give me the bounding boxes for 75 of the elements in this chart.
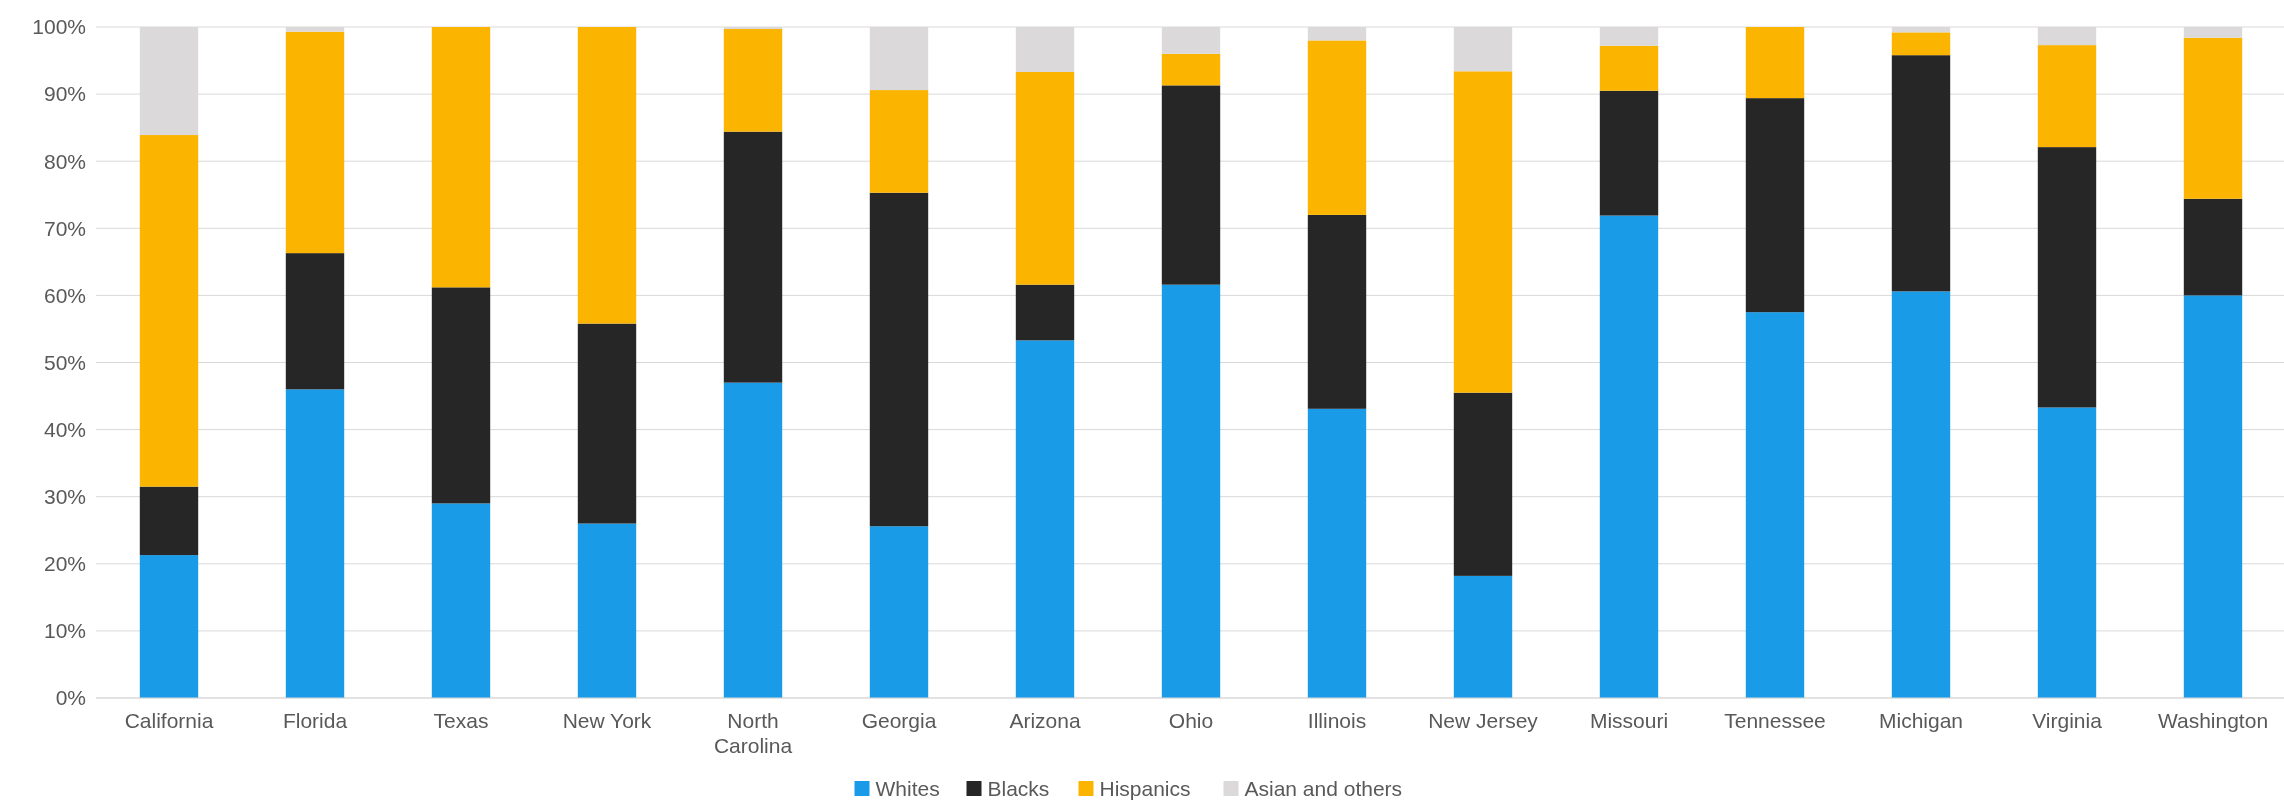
bar [577,323,637,524]
bar [139,555,199,698]
bar [1453,392,1513,576]
x-tick-label: Washington [2157,709,2269,732]
bar [1891,32,1951,56]
bar [2037,407,2097,698]
bar [1891,291,1951,698]
x-tick-label: Virginia [2032,709,2103,732]
bar [1891,55,1951,292]
bar [1453,575,1513,698]
x-tick-label: New Jersey [1428,709,1539,732]
bar [869,526,929,698]
x-tick-label: Florida [282,709,348,732]
bar [869,192,929,527]
bar [1745,312,1805,698]
y-tick-label: 0% [55,686,86,710]
bar [577,27,637,324]
bar [285,389,345,698]
bar [1307,40,1367,215]
y-tick-label: 30% [43,485,86,509]
bar [723,131,783,383]
bar [2037,45,2097,148]
bar [139,486,199,556]
x-tick-label: California [124,709,214,732]
bar [1307,408,1367,698]
bar [1745,98,1805,313]
x-tick-label: Ohio [1168,709,1214,732]
bar [1599,45,1659,91]
bar [1161,85,1221,285]
x-tick-label: Texas [433,709,489,732]
x-tick-label: Tennessee [1724,709,1826,732]
x-tick-label: Georgia [861,709,937,732]
bar [2183,198,2243,296]
bar [2037,147,2097,408]
legend-label: Whites [875,777,940,800]
y-tick-label: 90% [43,82,86,106]
x-tick-label: New York [562,709,652,732]
y-tick-label: 60% [43,283,86,307]
legend-label: Asian and others [1244,777,1403,800]
legend-label: Blacks [987,777,1050,800]
bar [1015,340,1075,698]
bar [1307,214,1367,409]
x-tick-label: Michigan [1878,709,1964,732]
bar [723,382,783,698]
y-tick-label: 50% [43,350,86,374]
y-tick-label: 10% [43,619,86,643]
x-tick-label: North Carolina [713,709,793,757]
bar [285,253,345,390]
y-tick-label: 80% [43,149,86,173]
x-tick-label: Arizona [1009,709,1081,732]
bar [1745,27,1805,99]
bar [431,287,491,504]
bar [431,503,491,698]
bar [285,31,345,254]
y-tick-label: 100% [32,15,86,39]
bar [1015,71,1075,285]
x-tick-label: Missouri [1589,709,1669,732]
x-tick-label: Illinois [1307,709,1367,732]
y-tick-label: 70% [43,216,86,240]
bar [2183,37,2243,199]
bar [1453,71,1513,393]
bar [2183,295,2243,698]
legend-label: Hispanics [1099,777,1191,800]
y-tick-label: 40% [43,417,86,441]
bar [1161,53,1221,86]
bar [1599,90,1659,216]
bar [139,135,199,487]
bar [1015,284,1075,341]
bar [577,523,637,698]
bar [869,90,929,193]
y-tick-label: 20% [43,552,86,576]
bar [723,29,783,132]
bar [1161,284,1221,698]
bar [1599,215,1659,698]
bar [431,27,491,288]
